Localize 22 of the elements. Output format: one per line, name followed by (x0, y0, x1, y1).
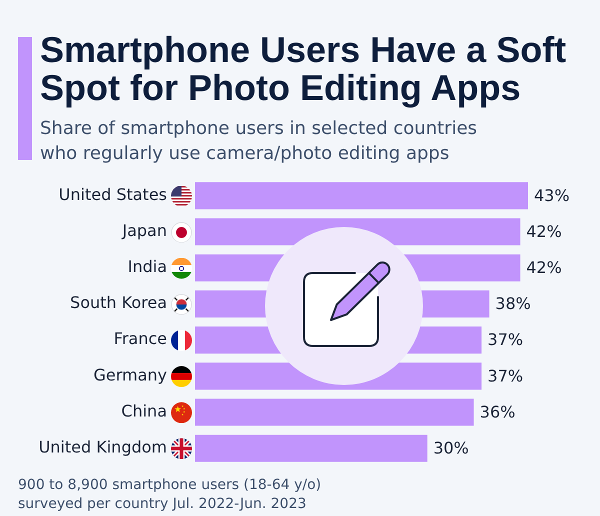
data-label: 38% (495, 294, 531, 314)
chart-subtitle: Share of smartphone users in selected countries who regularly use camera/photo editing apps (40, 117, 478, 166)
data-label: 37% (488, 330, 524, 350)
data-label: 37% (488, 366, 524, 386)
text: 900 to 8,900 smartphone users (18-64 y/o) surveyed per country Jul. 2022-Jun. 2023 (18, 476, 322, 513)
y-tick-label: Germany (93, 366, 167, 385)
chart-title: Smartphone Users Have a Soft Spot for Photo Editing Apps (40, 29, 568, 108)
y-tick-label: South Korea (70, 293, 167, 312)
y-tick-label: United Kingdom (38, 438, 167, 457)
y-tick-label: United States (58, 185, 167, 204)
data-label: 42% (526, 258, 562, 278)
y-tick-label: China (121, 402, 167, 421)
y-tick-label: Japan (121, 221, 167, 240)
bar (195, 399, 474, 426)
bar (195, 182, 528, 210)
data-label: 36% (480, 402, 516, 422)
data-label: 42% (526, 222, 562, 242)
bar (195, 435, 428, 462)
data-label: 30% (433, 438, 469, 458)
y-tick-label: India (128, 257, 167, 276)
y-tick-label: France (114, 330, 167, 349)
data-label: 43% (534, 186, 570, 206)
